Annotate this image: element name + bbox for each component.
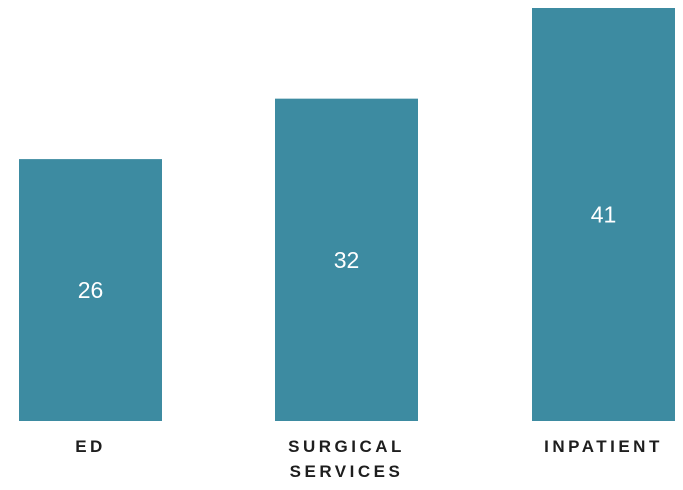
bar-1 xyxy=(275,98,418,421)
value-label-2: 41 xyxy=(591,202,617,228)
bar-2 xyxy=(532,8,675,421)
value-label-0: 26 xyxy=(78,277,104,303)
category-label-0: ED xyxy=(75,437,106,456)
value-label-1: 32 xyxy=(334,247,360,273)
category-label-1-line-0: SURGICAL xyxy=(288,437,405,456)
category-label-2: INPATIENT xyxy=(544,437,663,456)
category-label-1-line-1: SERVICES xyxy=(290,462,404,481)
bar-0 xyxy=(19,159,162,421)
